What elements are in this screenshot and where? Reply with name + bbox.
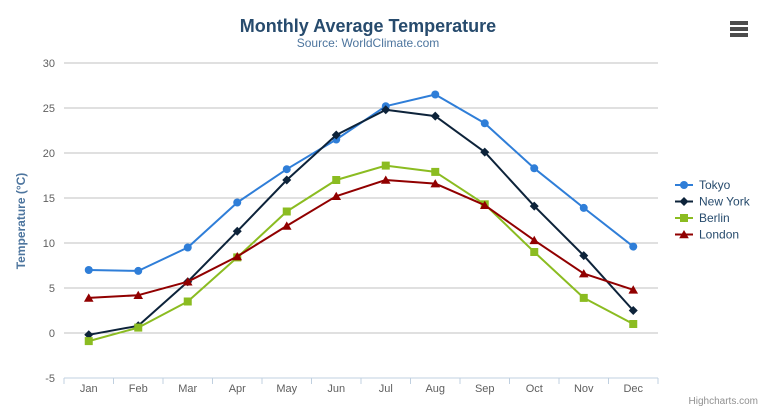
berlin-point-nov bbox=[579, 293, 588, 302]
london-point-aug bbox=[430, 179, 441, 188]
y-axis-label: -5 bbox=[45, 373, 55, 385]
x-axis-label: Jan bbox=[80, 383, 98, 395]
tokyo-point-aug bbox=[431, 90, 440, 99]
x-axis bbox=[63, 377, 659, 384]
y-axis-label: 25 bbox=[43, 103, 55, 115]
new-york-point-apr bbox=[232, 226, 242, 236]
new-york-point-sep bbox=[480, 147, 490, 157]
chart-subtitle: Source: WorldClimate.com bbox=[297, 36, 440, 50]
tokyo-point-feb bbox=[134, 266, 143, 275]
y-axis-labels: -5 0 5 10 15 20 25 30 bbox=[43, 58, 55, 385]
x-axis-label: Jul bbox=[379, 383, 393, 395]
new-york-point-jul bbox=[381, 105, 391, 115]
chart-title: Monthly Average Temperature bbox=[240, 16, 496, 36]
legend-marker-triangle bbox=[679, 230, 689, 239]
legend-item-tokyo[interactable]: Tokyo bbox=[675, 178, 731, 192]
hamburger-menu-icon bbox=[730, 21, 748, 37]
y-axis-label: 15 bbox=[43, 193, 55, 205]
berlin-point-jan bbox=[84, 337, 93, 346]
series-line-new-york bbox=[87, 108, 635, 336]
new-york-point-aug bbox=[430, 111, 440, 121]
legend-label: New York bbox=[699, 195, 751, 209]
y-axis-label: 10 bbox=[43, 238, 55, 250]
berlin-point-oct bbox=[530, 248, 539, 256]
series-new-york bbox=[84, 105, 638, 340]
legend-item-london[interactable]: London bbox=[675, 228, 739, 242]
tokyo-point-dec bbox=[629, 242, 638, 251]
legend-marker-square bbox=[680, 214, 688, 222]
legend-marker-diamond bbox=[679, 197, 689, 206]
y-axis-label: 5 bbox=[49, 283, 55, 295]
london-point-jun bbox=[331, 191, 342, 200]
legend-marker-circle bbox=[680, 181, 688, 189]
x-axis-label: Feb bbox=[129, 383, 148, 395]
berlin-point-aug bbox=[431, 167, 440, 176]
series-tokyo bbox=[84, 90, 638, 275]
export-menu-button[interactable] bbox=[724, 15, 756, 41]
london-point-nov bbox=[578, 269, 589, 278]
tokyo-point-may bbox=[282, 165, 291, 174]
x-axis-label: Apr bbox=[229, 383, 246, 395]
london-point-oct bbox=[529, 235, 540, 245]
x-axis-label: Aug bbox=[425, 383, 445, 395]
london-point-apr bbox=[232, 252, 243, 261]
y-axis-label: 0 bbox=[49, 328, 55, 340]
new-york-point-jan bbox=[84, 330, 94, 340]
tokyo-point-mar bbox=[183, 243, 192, 252]
london-point-dec bbox=[628, 285, 639, 294]
new-york-point-dec bbox=[628, 306, 638, 315]
berlin-point-may bbox=[282, 207, 291, 216]
x-axis-label: Nov bbox=[574, 383, 594, 395]
tokyo-point-apr bbox=[233, 198, 242, 207]
berlin-point-jul bbox=[381, 161, 390, 170]
x-axis-label: Oct bbox=[526, 383, 543, 395]
new-york-point-jun bbox=[331, 130, 341, 140]
berlin-point-feb bbox=[134, 323, 143, 332]
x-axis-labels: Jan Feb Mar Apr May Jun Jul Aug Sep Oct Nov Dec bbox=[80, 383, 644, 395]
london-point-feb bbox=[133, 290, 144, 299]
berlin-point-dec bbox=[629, 320, 638, 328]
berlin-point-mar bbox=[183, 297, 192, 306]
london-point-jan bbox=[83, 293, 94, 302]
x-axis-label: Sep bbox=[475, 383, 495, 395]
new-york-point-oct bbox=[529, 201, 539, 211]
legend: Tokyo New York Berlin London bbox=[675, 178, 751, 242]
credits-link[interactable]: Highcharts.com bbox=[689, 396, 758, 407]
series-london bbox=[83, 175, 639, 302]
legend-label: Tokyo bbox=[699, 178, 731, 192]
x-axis-label: Dec bbox=[623, 383, 643, 395]
tokyo-point-jan bbox=[84, 266, 93, 274]
series-line-london bbox=[87, 179, 635, 299]
new-york-point-nov bbox=[579, 251, 589, 261]
london-point-jul bbox=[380, 175, 391, 184]
london-point-may bbox=[281, 221, 292, 230]
y-axis-label: 20 bbox=[43, 148, 55, 160]
y-axis-title: Temperature (°C) bbox=[14, 173, 28, 270]
legend-label: London bbox=[699, 228, 739, 242]
x-axis-label: May bbox=[276, 383, 297, 395]
legend-item-berlin[interactable]: Berlin bbox=[675, 211, 730, 225]
gridlines bbox=[64, 62, 658, 379]
legend-item-new-york[interactable]: New York bbox=[675, 195, 751, 209]
new-york-point-may bbox=[282, 175, 292, 185]
london-point-mar bbox=[182, 277, 193, 286]
berlin-point-jun bbox=[332, 176, 341, 184]
london-point-sep bbox=[479, 200, 490, 209]
tokyo-point-oct bbox=[530, 164, 539, 173]
series-line-tokyo bbox=[87, 93, 635, 272]
plot-series bbox=[83, 90, 639, 346]
legend-label: Berlin bbox=[699, 211, 730, 225]
tokyo-point-sep bbox=[480, 119, 489, 128]
tokyo-point-nov bbox=[579, 203, 588, 212]
y-axis-label: 30 bbox=[43, 58, 55, 70]
series-line-berlin bbox=[87, 164, 635, 343]
x-axis-label: Jun bbox=[327, 383, 345, 395]
x-axis-label: Mar bbox=[178, 383, 197, 395]
